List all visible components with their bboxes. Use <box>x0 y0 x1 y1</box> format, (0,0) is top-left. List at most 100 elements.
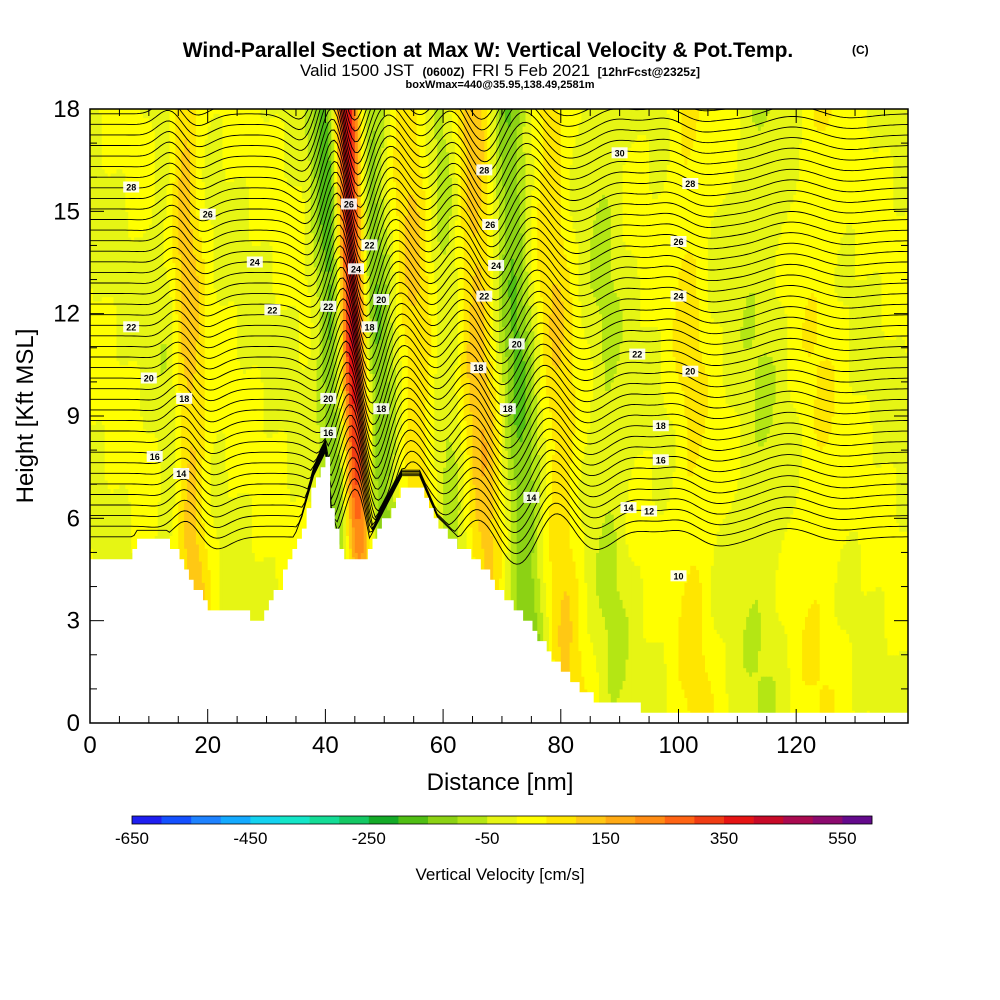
w-cell <box>634 138 638 259</box>
w-cell <box>572 228 577 387</box>
w-cell <box>116 488 121 618</box>
w-cell <box>398 109 403 298</box>
w-cell <box>201 258 206 460</box>
w-cell <box>775 569 780 613</box>
w-cell <box>516 194 521 332</box>
theta-label: 16 <box>652 454 669 466</box>
w-cell <box>857 279 862 396</box>
w-cell <box>693 109 697 140</box>
w-cell <box>237 360 241 494</box>
w-cell <box>184 109 188 140</box>
theta-label-bg <box>470 362 487 374</box>
theta-label-text: 18 <box>179 394 189 404</box>
w-cell <box>551 109 556 285</box>
theta-label-text: 20 <box>376 295 386 305</box>
w-cell <box>707 680 712 723</box>
w-cell <box>566 595 571 673</box>
w-cell <box>240 177 244 370</box>
w-cell <box>902 650 906 723</box>
w-cell <box>805 616 809 686</box>
theta-contour-line <box>90 319 908 415</box>
w-cell <box>390 228 394 323</box>
w-cell <box>663 181 668 409</box>
w-cell <box>543 364 547 438</box>
w-cell <box>866 275 871 400</box>
w-cell <box>216 113 221 302</box>
w-cell <box>610 381 615 515</box>
w-cell <box>825 441 830 686</box>
w-cell <box>790 202 794 404</box>
theta-label-text: 26 <box>673 237 683 247</box>
w-cell <box>725 194 730 404</box>
w-cell <box>163 369 168 669</box>
w-cell <box>607 207 612 392</box>
w-cell <box>840 236 844 302</box>
w-cell <box>890 109 894 157</box>
w-cell <box>178 109 182 178</box>
w-cell <box>425 155 429 276</box>
w-cell <box>463 420 468 532</box>
w-cell <box>704 416 709 673</box>
w-cell <box>493 339 497 387</box>
w-cell <box>587 343 591 430</box>
w-cell <box>863 109 868 281</box>
w-cell <box>681 258 685 392</box>
w-cell <box>195 275 200 340</box>
w-cell <box>852 228 856 396</box>
w-cell <box>743 667 747 723</box>
w-cell <box>793 194 797 409</box>
w-cell <box>554 109 559 285</box>
w-cell <box>278 109 282 119</box>
w-cell <box>857 394 862 545</box>
w-cell <box>590 288 594 362</box>
w-cell <box>540 407 544 613</box>
w-cell <box>834 266 838 293</box>
w-cell <box>116 109 121 170</box>
w-cell <box>198 236 203 562</box>
colorbar-swatch <box>664 816 695 824</box>
w-cell <box>275 433 279 579</box>
w-cell <box>260 381 265 562</box>
x-axis-label: Distance [nm] <box>427 769 574 796</box>
w-cell <box>384 283 388 571</box>
w-cell <box>434 373 438 468</box>
theta-label: 14 <box>173 468 190 479</box>
y-tick-label: 0 <box>67 710 80 737</box>
w-cell <box>646 138 650 328</box>
w-cell <box>757 356 762 447</box>
w-cell <box>590 641 594 723</box>
w-cell <box>654 514 659 643</box>
w-cell <box>378 109 382 238</box>
subtitle-date: FRI 5 Feb 2021 <box>472 61 590 80</box>
w-cell <box>584 109 588 340</box>
w-cell <box>337 407 341 455</box>
theta-contour-line <box>90 362 908 458</box>
w-cell <box>407 194 412 302</box>
theta-contour-line <box>90 372 908 469</box>
w-cell <box>710 616 715 694</box>
w-cell <box>607 109 612 208</box>
w-cell <box>490 411 494 519</box>
w-cell <box>419 172 424 511</box>
w-cell <box>340 390 344 426</box>
w-cell <box>813 599 818 686</box>
theta-contour-line <box>90 425 908 519</box>
theta-label-bg <box>373 403 390 415</box>
w-cell <box>510 330 515 460</box>
w-cell <box>122 172 126 366</box>
w-cell <box>678 109 683 272</box>
w-cell <box>134 360 138 558</box>
w-cell <box>304 109 309 136</box>
w-cell <box>260 109 265 119</box>
w-cell <box>763 121 768 353</box>
w-cell <box>387 198 391 255</box>
w-cell <box>131 360 135 554</box>
theta-label-bg <box>199 208 216 220</box>
w-cell <box>757 680 762 723</box>
w-cell <box>899 215 903 336</box>
subtitle-valid: Valid 1500 JST <box>300 61 414 80</box>
w-cell <box>731 181 735 409</box>
w-cell <box>254 245 259 366</box>
w-cell <box>802 322 806 349</box>
w-cell <box>225 305 229 473</box>
